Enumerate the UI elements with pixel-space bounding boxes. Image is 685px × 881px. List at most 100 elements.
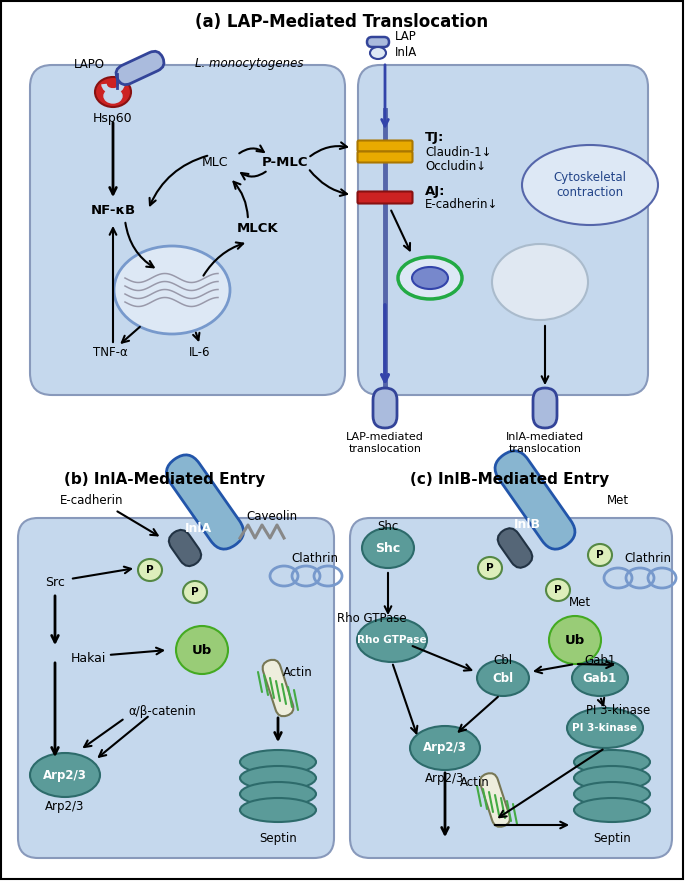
Ellipse shape: [549, 616, 601, 664]
Text: Caveolin: Caveolin: [247, 509, 297, 522]
FancyBboxPatch shape: [498, 529, 532, 567]
Ellipse shape: [240, 798, 316, 822]
Text: InlA: InlA: [184, 522, 212, 535]
Text: InlB: InlB: [514, 519, 540, 531]
Ellipse shape: [410, 726, 480, 770]
FancyBboxPatch shape: [373, 388, 397, 428]
Text: Shc: Shc: [377, 520, 399, 532]
Text: Arp2/3: Arp2/3: [423, 742, 467, 754]
Text: Cytoskeletal: Cytoskeletal: [553, 172, 627, 184]
Ellipse shape: [574, 750, 650, 774]
FancyBboxPatch shape: [367, 37, 389, 47]
FancyBboxPatch shape: [30, 65, 345, 395]
Ellipse shape: [478, 557, 502, 579]
Ellipse shape: [138, 559, 162, 581]
Text: MLC: MLC: [202, 156, 228, 168]
Ellipse shape: [240, 766, 316, 790]
Ellipse shape: [183, 581, 207, 603]
Ellipse shape: [114, 246, 230, 334]
Ellipse shape: [240, 782, 316, 806]
Ellipse shape: [574, 782, 650, 806]
Text: (b) InlA-Mediated Entry: (b) InlA-Mediated Entry: [64, 472, 266, 487]
FancyBboxPatch shape: [358, 152, 412, 162]
Text: Actin: Actin: [283, 665, 313, 678]
Text: translocation: translocation: [508, 444, 582, 454]
Text: Hsp60: Hsp60: [93, 112, 133, 125]
FancyBboxPatch shape: [169, 529, 201, 566]
Text: (c) InlB-Mediated Entry: (c) InlB-Mediated Entry: [410, 472, 610, 487]
Text: L. monocytogenes: L. monocytogenes: [195, 57, 303, 70]
FancyBboxPatch shape: [495, 451, 575, 549]
Ellipse shape: [362, 528, 414, 568]
Text: Arp2/3: Arp2/3: [43, 768, 87, 781]
Ellipse shape: [492, 244, 588, 320]
Text: Septin: Septin: [593, 832, 631, 845]
FancyBboxPatch shape: [358, 140, 412, 152]
Text: α/β-catenin: α/β-catenin: [128, 706, 196, 719]
Text: PI 3-kinase: PI 3-kinase: [573, 723, 638, 733]
Text: MLCK: MLCK: [237, 221, 279, 234]
Ellipse shape: [572, 660, 628, 696]
Text: Src: Src: [45, 576, 65, 589]
Text: IL-6: IL-6: [189, 345, 211, 359]
Ellipse shape: [574, 798, 650, 822]
Ellipse shape: [398, 257, 462, 299]
Text: Arp2/3: Arp2/3: [425, 772, 464, 785]
FancyBboxPatch shape: [350, 518, 672, 858]
Text: Clathrin: Clathrin: [625, 552, 671, 565]
Text: Cbl: Cbl: [493, 671, 514, 685]
Ellipse shape: [30, 753, 100, 797]
Text: InlA-mediated: InlA-mediated: [506, 432, 584, 442]
Text: Claudin-1↓: Claudin-1↓: [425, 146, 492, 159]
Ellipse shape: [588, 544, 612, 566]
Text: Met: Met: [569, 596, 591, 609]
Text: P: P: [191, 587, 199, 597]
Text: Ub: Ub: [192, 643, 212, 656]
Text: LAPO: LAPO: [74, 57, 105, 70]
Text: Actin: Actin: [460, 776, 490, 789]
Text: LAP: LAP: [395, 31, 416, 43]
Text: Gab1: Gab1: [583, 671, 617, 685]
FancyBboxPatch shape: [533, 388, 557, 428]
Text: Rho GTPase: Rho GTPase: [337, 611, 407, 625]
Text: P: P: [146, 565, 154, 575]
Text: Gab1: Gab1: [584, 654, 616, 667]
FancyBboxPatch shape: [18, 518, 334, 858]
Ellipse shape: [95, 77, 131, 107]
Text: P: P: [596, 550, 603, 560]
Text: Arp2/3: Arp2/3: [45, 800, 85, 813]
Text: NF-κB: NF-κB: [90, 204, 136, 217]
Text: AJ:: AJ:: [425, 186, 445, 198]
Text: Occludin↓: Occludin↓: [425, 159, 486, 173]
Ellipse shape: [546, 579, 570, 601]
Text: InlA: InlA: [395, 47, 417, 60]
FancyBboxPatch shape: [358, 65, 648, 395]
Ellipse shape: [357, 618, 427, 662]
Text: PI 3-kinase: PI 3-kinase: [586, 704, 650, 716]
Text: Clathrin: Clathrin: [292, 552, 338, 565]
FancyBboxPatch shape: [262, 660, 293, 716]
Text: LAP-mediated: LAP-mediated: [346, 432, 424, 442]
Ellipse shape: [104, 89, 122, 103]
Text: translocation: translocation: [349, 444, 421, 454]
Text: TJ:: TJ:: [425, 131, 445, 144]
FancyBboxPatch shape: [166, 455, 244, 549]
Text: P: P: [486, 563, 494, 573]
Text: P: P: [554, 585, 562, 595]
Text: Hakai: Hakai: [71, 652, 105, 664]
Text: Shc: Shc: [375, 542, 401, 554]
Text: TNF-α: TNF-α: [92, 345, 127, 359]
Text: (a) LAP-Mediated Translocation: (a) LAP-Mediated Translocation: [195, 13, 488, 31]
Ellipse shape: [567, 708, 643, 748]
Ellipse shape: [522, 145, 658, 225]
Text: P-MLC: P-MLC: [262, 156, 308, 168]
Ellipse shape: [176, 626, 228, 674]
Text: Rho GTPase: Rho GTPase: [357, 635, 427, 645]
Ellipse shape: [477, 660, 529, 696]
Text: E-cadherin↓: E-cadherin↓: [425, 198, 499, 211]
FancyBboxPatch shape: [116, 51, 164, 85]
Text: contraction: contraction: [556, 186, 623, 198]
Text: Ub: Ub: [565, 633, 585, 647]
Ellipse shape: [240, 750, 316, 774]
FancyBboxPatch shape: [358, 191, 412, 204]
